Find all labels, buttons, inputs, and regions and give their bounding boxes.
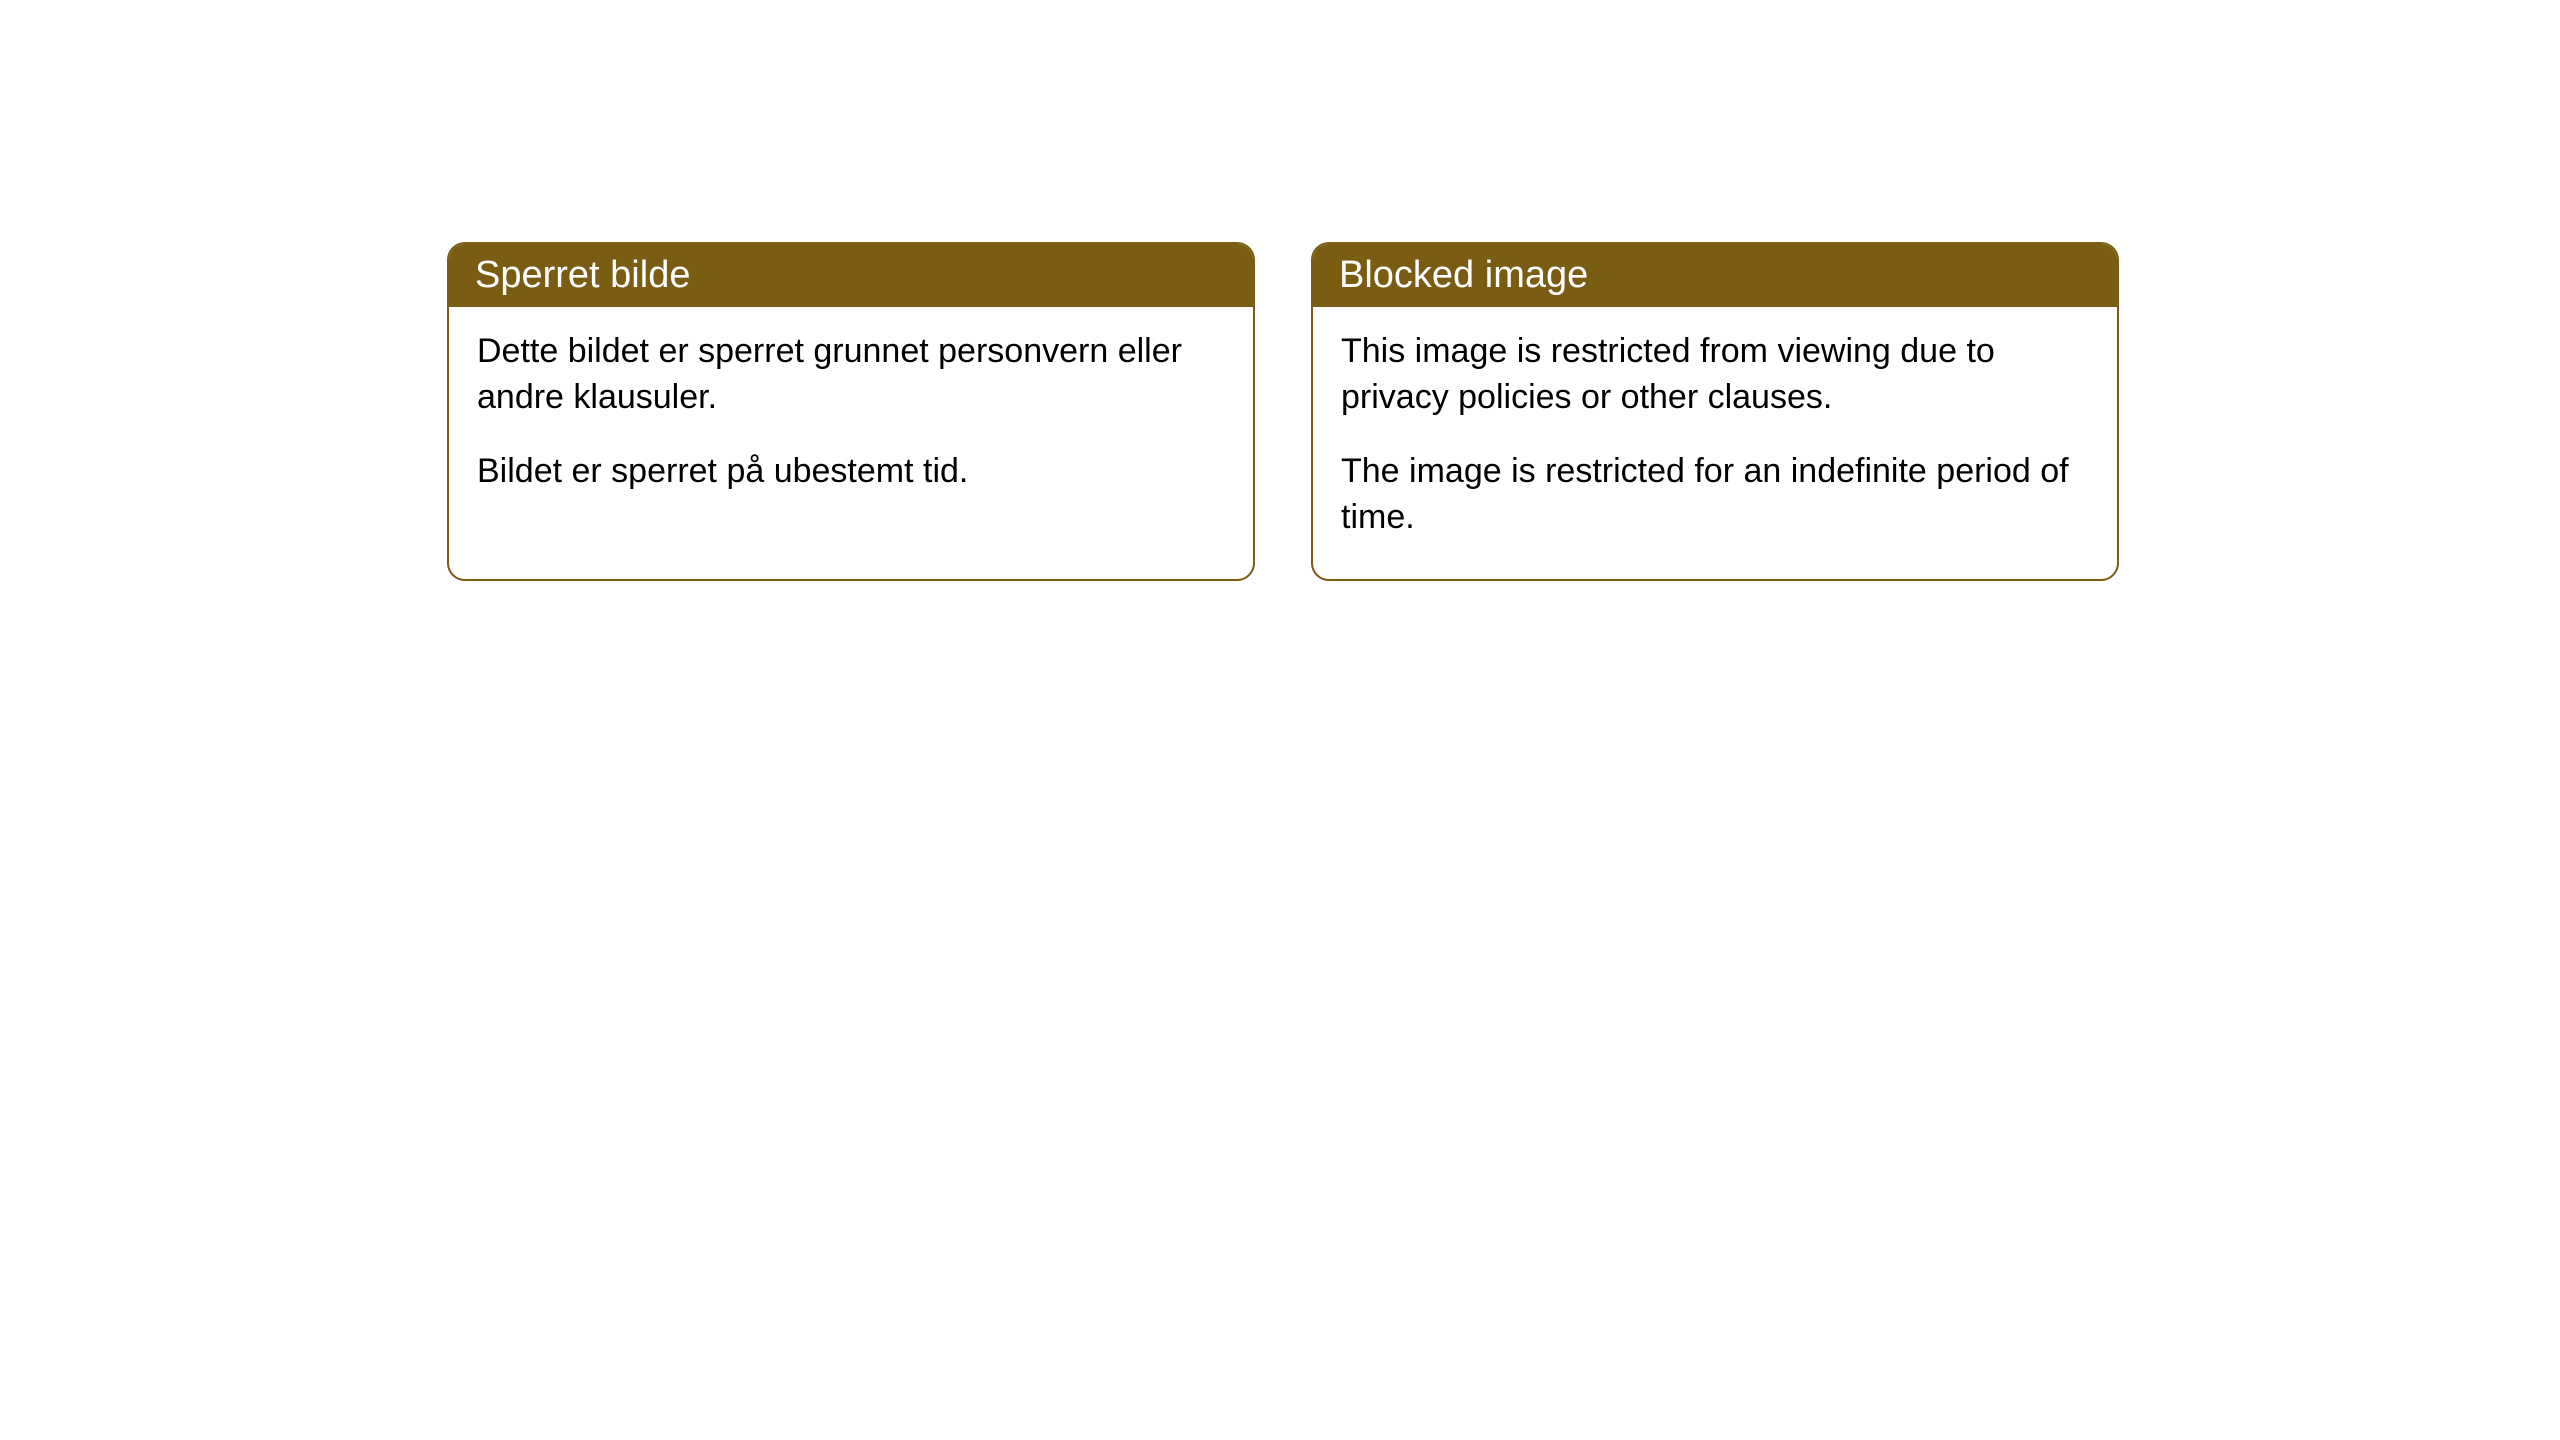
card-english: Blocked image This image is restricted f… bbox=[1311, 242, 2119, 581]
card-body-norwegian: Dette bildet er sperret grunnet personve… bbox=[449, 307, 1253, 533]
card-header-english: Blocked image bbox=[1313, 244, 2117, 307]
notice-paragraph-1: Dette bildet er sperret grunnet personve… bbox=[477, 329, 1225, 421]
blocked-image-notices: Sperret bilde Dette bildet er sperret gr… bbox=[447, 242, 2119, 581]
notice-paragraph-1: This image is restricted from viewing du… bbox=[1341, 329, 2089, 421]
card-norwegian: Sperret bilde Dette bildet er sperret gr… bbox=[447, 242, 1255, 581]
notice-paragraph-2: The image is restricted for an indefinit… bbox=[1341, 449, 2089, 541]
card-title: Sperret bilde bbox=[475, 254, 690, 296]
card-header-norwegian: Sperret bilde bbox=[449, 244, 1253, 307]
card-title: Blocked image bbox=[1339, 254, 1588, 296]
notice-paragraph-2: Bildet er sperret på ubestemt tid. bbox=[477, 449, 1225, 495]
card-body-english: This image is restricted from viewing du… bbox=[1313, 307, 2117, 579]
